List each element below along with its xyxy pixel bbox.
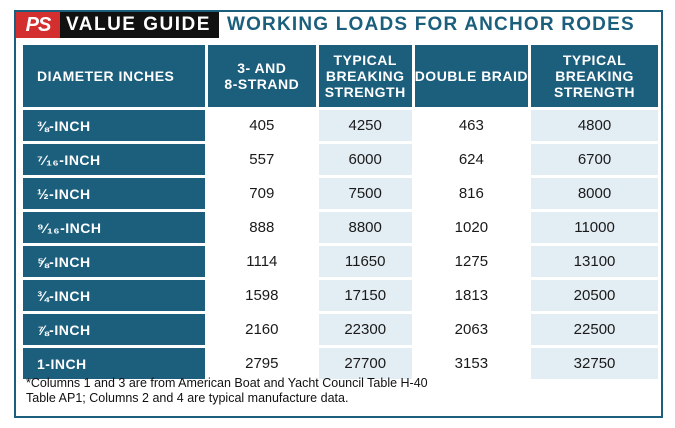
col-header-strand-breaking: TYPICAL BREAKING STRENGTH [318,45,412,107]
cell-braid-breaking: 22500 [531,314,658,345]
col-header-line: DIAMETER INCHES [37,68,175,84]
col-header-line: TYPICAL [562,52,627,68]
col-header-line: TYPICAL [333,52,397,68]
table-row: ¾-INCH 1598 17150 1813 20500 [23,280,658,311]
row-label: ⅝-INCH [23,246,205,277]
table-row: ⅞-INCH 2160 22300 2063 22500 [23,314,658,345]
row-label: ⁹⁄₁₆-INCH [23,212,205,243]
cell-double-braid: 3153 [414,348,529,379]
cell-strand-breaking: 7500 [318,178,412,209]
cell-braid-breaking: 32750 [531,348,658,379]
cell-braid-breaking: 20500 [531,280,658,311]
cell-double-braid: 463 [414,110,529,141]
table-row: ⅜-INCH 405 4250 463 4800 [23,110,658,141]
cell-strand: 2795 [207,348,316,379]
footnote: *Columns 1 and 3 are from American Boat … [26,376,626,406]
col-header-diameter: DIAMETER INCHES [23,45,205,107]
cell-strand: 557 [207,144,316,175]
cell-braid-breaking: 6700 [531,144,658,175]
row-label: ⅜-INCH [23,110,205,141]
table-row: ⁷⁄₁₆-INCH 557 6000 624 6700 [23,144,658,175]
row-label: ⅞-INCH [23,314,205,345]
cell-strand-breaking: 22300 [318,314,412,345]
col-header-line: 8-STRAND [224,76,300,92]
footnote-line-1: *Columns 1 and 3 are from American Boat … [26,376,428,390]
cell-double-braid: 1813 [414,280,529,311]
page-title: WORKING LOADS FOR ANCHOR RODES [226,14,635,35]
cell-double-braid: 1275 [414,246,529,277]
row-label: ¾-INCH [23,280,205,311]
row-label: 1-INCH [23,348,205,379]
cell-strand-breaking: 8800 [318,212,412,243]
value-guide-badge: VALUE GUIDE [60,12,219,38]
col-header-line: BREAKING [555,68,634,84]
cell-braid-breaking: 8000 [531,178,658,209]
cell-double-braid: 1020 [414,212,529,243]
table-row: ⁹⁄₁₆-INCH 888 8800 1020 11000 [23,212,658,243]
cell-strand-breaking: 27700 [318,348,412,379]
cell-strand: 1114 [207,246,316,277]
ps-logo: PS [16,12,60,38]
col-header-strand: 3- AND 8-STRAND [207,45,316,107]
col-header-line: STRENGTH [324,84,406,100]
cell-braid-breaking: 13100 [531,246,658,277]
cell-strand: 709 [207,178,316,209]
header-bar: PS VALUE GUIDE WORKING LOADS FOR ANCHOR … [16,12,661,38]
cell-strand: 2160 [207,314,316,345]
cell-double-braid: 2063 [414,314,529,345]
anchor-rode-table: DIAMETER INCHES 3- AND 8-STRAND TYPICAL BR… [20,42,661,382]
cell-strand-breaking: 6000 [318,144,412,175]
col-header-double-braid: DOUBLE BRAID [414,45,529,107]
table-row: ⅝-INCH 1114 11650 1275 13100 [23,246,658,277]
cell-braid-breaking: 11000 [531,212,658,243]
table-header-row: DIAMETER INCHES 3- AND 8-STRAND TYPICAL BR… [23,45,658,107]
cell-strand-breaking: 17150 [318,280,412,311]
cell-double-braid: 816 [414,178,529,209]
col-header-line: STRENGTH [554,84,636,100]
table-row: 1-INCH 2795 27700 3153 32750 [23,348,658,379]
table-body: ⅜-INCH 405 4250 463 4800 ⁷⁄₁₆-INCH 557 6000 624 6… [23,110,658,379]
cell-strand: 1598 [207,280,316,311]
col-header-braid-breaking: TYPICAL BREAKING STRENGTH [531,45,658,107]
row-label: ½-INCH [23,178,205,209]
cell-strand-breaking: 4250 [318,110,412,141]
col-header-line: 3- AND [237,60,287,76]
footnote-line-2: Table AP1; Columns 2 and 4 are typical m… [26,391,349,405]
cell-braid-breaking: 4800 [531,110,658,141]
col-header-line: BREAKING [325,68,405,84]
col-header-line: DOUBLE BRAID [414,68,529,84]
row-label: ⁷⁄₁₆-INCH [23,144,205,175]
value-guide-panel: PS VALUE GUIDE WORKING LOADS FOR ANCHOR … [14,10,663,418]
table-row: ½-INCH 709 7500 816 8000 [23,178,658,209]
cell-strand-breaking: 11650 [318,246,412,277]
cell-strand: 405 [207,110,316,141]
cell-double-braid: 624 [414,144,529,175]
cell-strand: 888 [207,212,316,243]
